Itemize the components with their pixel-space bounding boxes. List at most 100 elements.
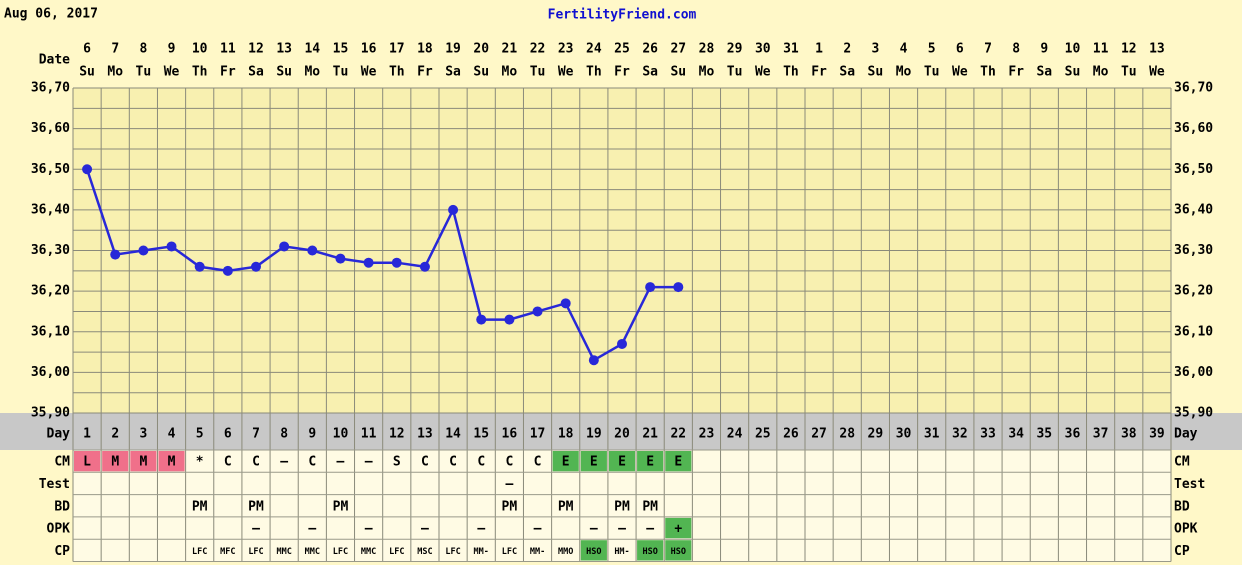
date-number: 4 (900, 42, 908, 57)
cell-text: LFC (502, 547, 517, 557)
date-number: 21 (502, 42, 518, 57)
day-number: 22 (670, 427, 686, 442)
cell-text: M (139, 455, 147, 470)
day-number: 9 (308, 427, 316, 442)
day-number: 6 (224, 427, 232, 442)
temperature-point (645, 282, 656, 293)
date-number: 11 (1093, 42, 1109, 57)
day-number: 15 (473, 427, 489, 442)
cell-text: LFC (389, 547, 404, 557)
cell-highlight (580, 451, 607, 472)
cell-highlight (637, 451, 664, 472)
date-number: 13 (1149, 42, 1165, 57)
cell-text: – (534, 522, 542, 537)
temperature-point (110, 249, 121, 260)
weekday: We (558, 65, 574, 80)
weekday: Mo (107, 65, 123, 80)
date-number: 6 (83, 42, 91, 57)
cell-text: LFC (192, 547, 207, 557)
date-number: 2 (843, 42, 851, 57)
cell-text: – (365, 522, 373, 537)
temperature-point (307, 245, 318, 256)
cell-text: L (83, 455, 91, 470)
cell-text: LFC (248, 547, 263, 557)
cell-text: PM (192, 499, 208, 514)
date-number: 10 (1065, 42, 1081, 57)
temperature-point (448, 204, 459, 215)
weekday: Su (473, 65, 489, 80)
date-number: 9 (1040, 42, 1048, 57)
site-name: FertilityFriend.com (548, 8, 697, 23)
day-number: 7 (252, 427, 260, 442)
cell-text: MMC (361, 547, 376, 557)
cell-text: MM- (474, 547, 489, 557)
cell-text: PM (248, 499, 264, 514)
date-number: 22 (530, 42, 546, 57)
y-tick-label: 36,50 (31, 162, 70, 177)
weekday: Mo (896, 65, 912, 80)
day-number: 8 (280, 427, 288, 442)
cell-text: MFC (220, 547, 235, 557)
temperature-point (673, 282, 684, 293)
weekday: Mo (1093, 65, 1109, 80)
weekday: Fr (417, 65, 433, 80)
cell-highlight (608, 451, 636, 472)
cell-text: – (505, 477, 513, 492)
cell-highlight (665, 517, 692, 539)
temperature-point (588, 355, 599, 366)
day-number: 27 (811, 427, 827, 442)
row-label: CP (54, 544, 70, 559)
y-tick-label: 36,10 (31, 324, 70, 339)
row-label-right: OPK (1174, 522, 1198, 537)
weekday: Tu (924, 65, 940, 80)
date-number: 23 (558, 42, 574, 57)
cell-text: * (196, 455, 204, 470)
date-number: 20 (473, 42, 489, 57)
cell-text: MM- (530, 547, 545, 557)
y-tick-label: 35,90 (31, 406, 70, 421)
date-number: 1 (815, 42, 823, 57)
day-number: 5 (196, 427, 204, 442)
weekday: Tu (727, 65, 743, 80)
day-number: 13 (417, 427, 433, 442)
cell-text: HSO (671, 547, 686, 557)
day-number: 17 (530, 427, 546, 442)
temperature-point (617, 338, 627, 349)
day-number: 36 (1065, 427, 1081, 442)
temperature-point (419, 261, 430, 272)
date-number: 28 (699, 42, 715, 57)
cell-highlight (102, 451, 129, 472)
y-tick-label: 36,00 (31, 365, 70, 380)
cell-text: HSO (586, 547, 601, 557)
y-tick-label: 36,30 (31, 243, 70, 258)
date-number: 9 (168, 42, 176, 57)
date-number: 14 (304, 42, 320, 57)
cell-text: MMC (276, 547, 291, 557)
cell-highlight (130, 451, 157, 472)
cell-text: LFC (333, 547, 348, 557)
date-label: Date (39, 53, 70, 68)
temperature-point (251, 261, 261, 272)
temperature-point (279, 241, 290, 252)
day-label: Day (47, 427, 71, 442)
day-number: 30 (896, 427, 912, 442)
day-number: 35 (1036, 427, 1052, 442)
weekday: Tu (333, 65, 349, 80)
temperature-point (194, 261, 205, 272)
cell-text: – (477, 522, 485, 537)
cell-text: – (365, 455, 373, 470)
date-number: 6 (956, 42, 964, 57)
day-number: 26 (783, 427, 799, 442)
day-number: 20 (614, 427, 630, 442)
weekday: Tu (530, 65, 546, 80)
row-label: Test (39, 477, 70, 492)
chart-date: Aug 06, 2017 (4, 7, 98, 22)
weekday: Fr (220, 65, 236, 80)
y-tick-label: 36,70 (31, 81, 70, 96)
date-number: 13 (276, 42, 292, 57)
day-number: 21 (642, 427, 658, 442)
date-number: 12 (1121, 42, 1137, 57)
cell-highlight (637, 540, 664, 561)
y-tick-label-right: 36,70 (1174, 81, 1213, 96)
cell-text: MMO (558, 547, 573, 557)
